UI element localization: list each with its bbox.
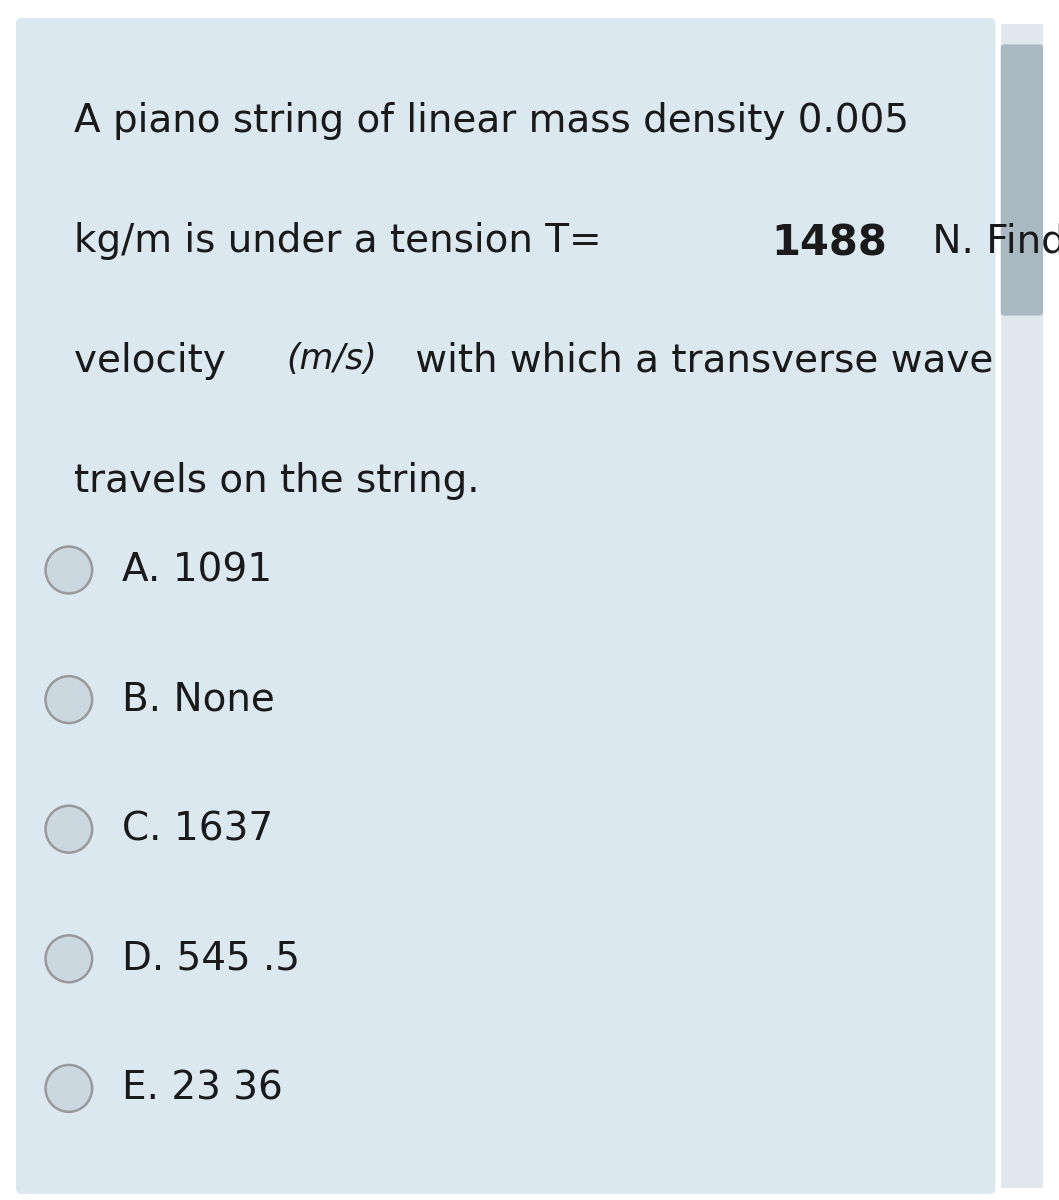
Text: B. None: B. None [122, 680, 274, 719]
Text: 1488: 1488 [771, 222, 886, 264]
Text: A. 1091: A. 1091 [122, 551, 272, 589]
FancyBboxPatch shape [16, 18, 995, 1194]
Text: E. 23 36: E. 23 36 [122, 1069, 283, 1108]
Text: velocity: velocity [74, 342, 238, 380]
FancyBboxPatch shape [1001, 44, 1043, 316]
Ellipse shape [46, 805, 92, 853]
Ellipse shape [46, 676, 92, 724]
Text: A piano string of linear mass density 0.005: A piano string of linear mass density 0.… [74, 102, 909, 140]
Text: (m/s): (m/s) [286, 342, 377, 376]
Ellipse shape [46, 1064, 92, 1112]
Ellipse shape [46, 546, 92, 594]
FancyBboxPatch shape [1001, 24, 1043, 1188]
Text: travels on the string.: travels on the string. [74, 462, 480, 500]
Ellipse shape [46, 935, 92, 983]
Text: N. Find the: N. Find the [920, 222, 1059, 260]
Text: kg/m is under a tension T=: kg/m is under a tension T= [74, 222, 614, 260]
Text: D. 545 .5: D. 545 .5 [122, 940, 300, 978]
Text: with which a transverse wave: with which a transverse wave [403, 342, 993, 380]
Text: C. 1637: C. 1637 [122, 810, 273, 848]
